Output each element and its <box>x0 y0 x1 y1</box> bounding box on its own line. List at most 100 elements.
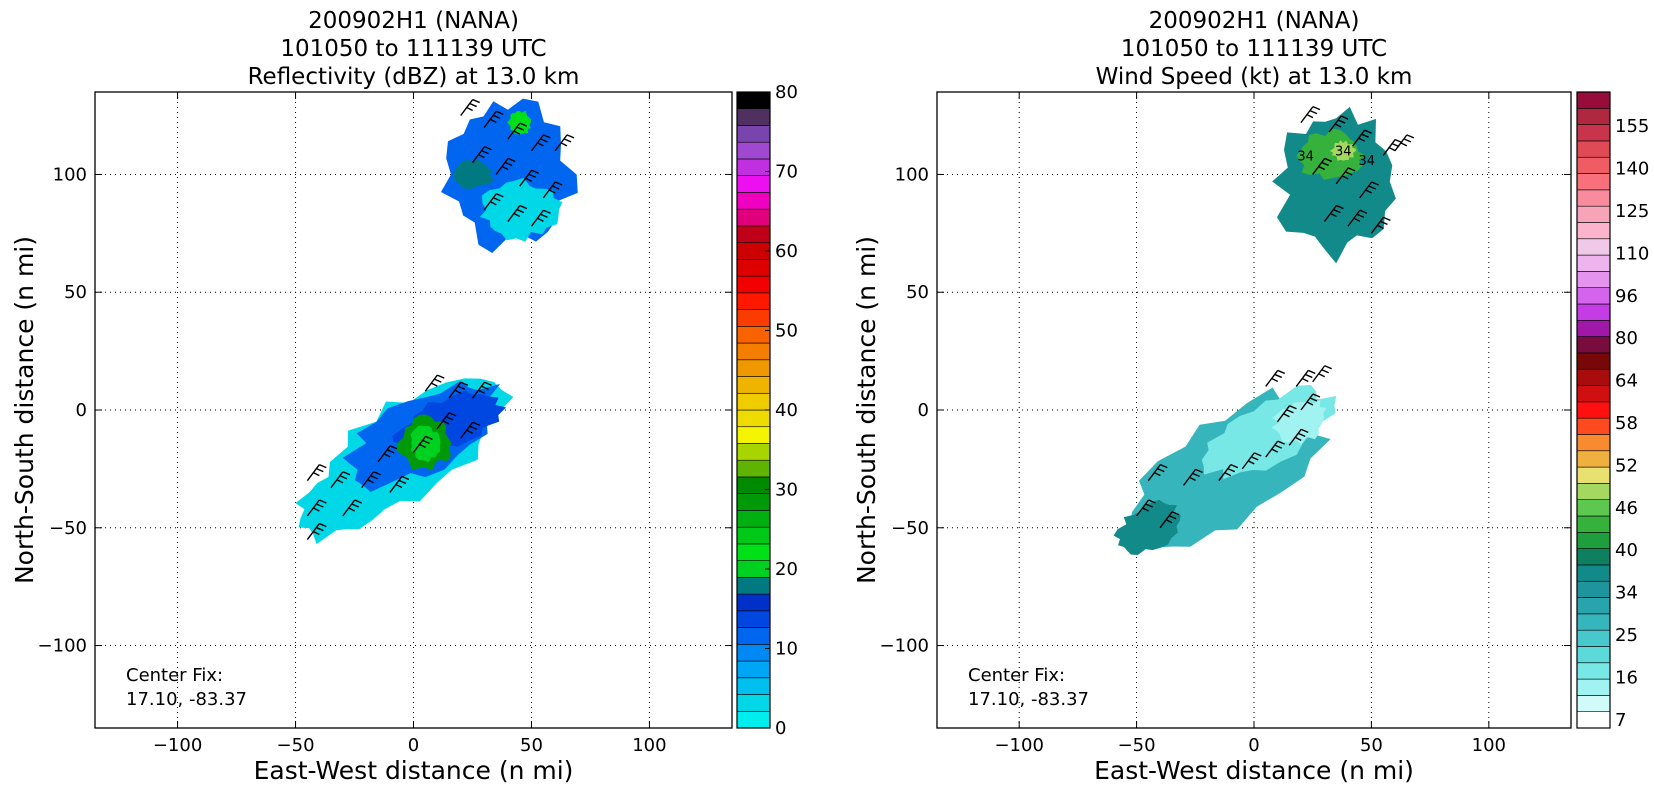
x-tick-label: −100 <box>994 735 1043 756</box>
colorbar-tick-label: 40 <box>1615 540 1638 561</box>
colorbar-segment <box>736 627 771 645</box>
colorbar-segment <box>736 326 771 344</box>
colorbar-segment <box>1576 205 1611 223</box>
colorbar-segment <box>1576 532 1611 549</box>
colorbar-tick-label: 30 <box>775 480 798 501</box>
colorbar-segment <box>1576 401 1611 419</box>
colorbar-tick-label: 60 <box>775 241 798 262</box>
colorbar-tick-label: 96 <box>1615 286 1638 307</box>
colorbar-segment <box>1576 564 1611 582</box>
y-axis-label: North-South distance (n mi) <box>852 236 881 584</box>
wind-barb <box>1370 216 1391 234</box>
wind-barb <box>519 169 539 187</box>
colorbar-tick-label: 50 <box>775 321 798 342</box>
colorbar-segment <box>736 543 771 561</box>
contour-label: 34 <box>1335 145 1352 160</box>
colorbar-segment <box>736 309 771 327</box>
wind-barb <box>471 381 492 399</box>
colorbar-segment <box>1576 662 1611 680</box>
colorbar-segment <box>736 493 771 511</box>
wind-barb <box>483 193 504 211</box>
colorbar-tick-label: 25 <box>1615 625 1638 646</box>
x-tick-label: 50 <box>1360 735 1383 756</box>
wind-barb <box>1300 393 1321 411</box>
echo-region <box>479 177 563 242</box>
y-tick-label: −100 <box>880 636 929 657</box>
colorbar-segment <box>736 225 771 243</box>
colorbar-tick-label: 80 <box>1615 328 1638 349</box>
x-axis-label: East-West distance (n mi) <box>1094 756 1414 785</box>
colorbar-segment <box>736 175 771 193</box>
x-tick-label: −50 <box>1118 735 1156 756</box>
wind-barb <box>495 157 516 175</box>
colorbar-segment <box>1576 238 1611 256</box>
y-tick-label: 100 <box>53 164 87 185</box>
colorbar-segment <box>1576 629 1611 647</box>
wind-barb <box>530 134 551 152</box>
wind-barb <box>1288 428 1309 446</box>
wind-barb <box>412 435 433 453</box>
wind-barb <box>1183 468 1203 486</box>
colorbar-segment <box>1576 499 1611 517</box>
wind-barb <box>1241 452 1262 470</box>
colorbar-tick-label: 58 <box>1615 413 1638 434</box>
colorbar-tick-label: 20 <box>775 559 798 580</box>
wind-barb <box>507 122 528 140</box>
colorbar-segment <box>1576 368 1611 386</box>
chart-title-line: Wind Speed (kt) at 13.0 km <box>1096 64 1413 90</box>
y-tick-label: 50 <box>64 282 87 303</box>
wind-barb <box>460 98 480 116</box>
colorbar-tick-label: 40 <box>775 400 798 421</box>
chart-title-line: 200902H1 (NANA) <box>1149 8 1360 34</box>
colorbar-tick-label: 0 <box>775 718 786 739</box>
wind-speed-panel: 200902H1 (NANA)101050 to 111139 UTCWind … <box>852 8 1649 785</box>
wind-barb <box>377 445 398 463</box>
colorbar-segment <box>1576 320 1611 337</box>
colorbar-segment <box>736 593 771 612</box>
colorbar-tick-label: 34 <box>1615 583 1638 604</box>
y-tick-label: −100 <box>38 636 87 657</box>
echo-region <box>1113 499 1181 555</box>
x-tick-label: −100 <box>153 735 202 756</box>
colorbar-segment <box>736 660 771 679</box>
colorbar-segment <box>736 476 771 494</box>
colorbar-segment <box>1576 173 1611 191</box>
colorbar-segment <box>1576 515 1611 533</box>
colorbar-tick-label: 140 <box>1615 159 1649 180</box>
colorbar-segment <box>736 426 771 444</box>
colorbar-segment <box>736 376 771 394</box>
x-tick-label: 100 <box>1472 735 1506 756</box>
wind-barb <box>1265 440 1286 458</box>
wind-barb <box>542 181 563 199</box>
colorbar-segment <box>1576 156 1611 174</box>
wind-barb <box>1312 365 1332 383</box>
colorbar-segment <box>1576 140 1611 158</box>
colorbar-segment <box>1576 91 1611 109</box>
center-fix-annotation: Center Fix: <box>968 665 1065 686</box>
colorbar-segment <box>1576 352 1611 370</box>
colorbar-tick-label: 16 <box>1615 667 1638 688</box>
colorbar-segment <box>1576 108 1611 125</box>
colorbar-segment <box>736 409 771 428</box>
wind-barb <box>424 374 445 392</box>
colorbar-segment <box>736 192 771 210</box>
colorbar-segment <box>736 259 771 277</box>
x-tick-label: 100 <box>632 735 666 756</box>
colorbar-segment <box>736 526 771 545</box>
colorbar-segment <box>736 644 771 662</box>
wind-barb <box>436 412 457 430</box>
echo-region <box>507 110 532 135</box>
colorbar-segment <box>1576 678 1611 696</box>
wind-barb <box>1328 115 1349 133</box>
wind-barb <box>1300 105 1321 124</box>
wind-barb <box>389 475 410 493</box>
colorbar-segment <box>1576 646 1611 664</box>
colorbar-tick-label: 64 <box>1615 371 1638 392</box>
x-tick-label: 0 <box>1248 735 1259 756</box>
colorbar-segment <box>1576 695 1611 712</box>
colorbar-frame <box>1576 91 1611 729</box>
colorbar-tick-label: 125 <box>1615 201 1649 222</box>
colorbar-tick-label: 46 <box>1615 498 1638 519</box>
wind-barb <box>554 134 575 152</box>
